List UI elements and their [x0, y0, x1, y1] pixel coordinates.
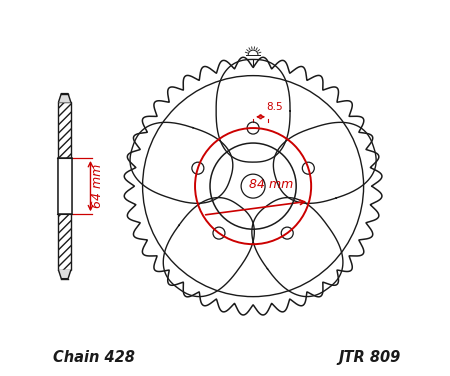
Text: 84 mm: 84 mm	[249, 178, 293, 191]
Polygon shape	[58, 94, 71, 102]
Bar	[58, 102, 72, 270]
Text: 64 mm: 64 mm	[91, 164, 104, 208]
Bar	[58, 158, 72, 214]
Polygon shape	[58, 270, 71, 279]
Text: Chain 428: Chain 428	[53, 350, 135, 365]
Text: 8.5: 8.5	[266, 102, 283, 112]
Text: JTR 809: JTR 809	[339, 350, 401, 365]
